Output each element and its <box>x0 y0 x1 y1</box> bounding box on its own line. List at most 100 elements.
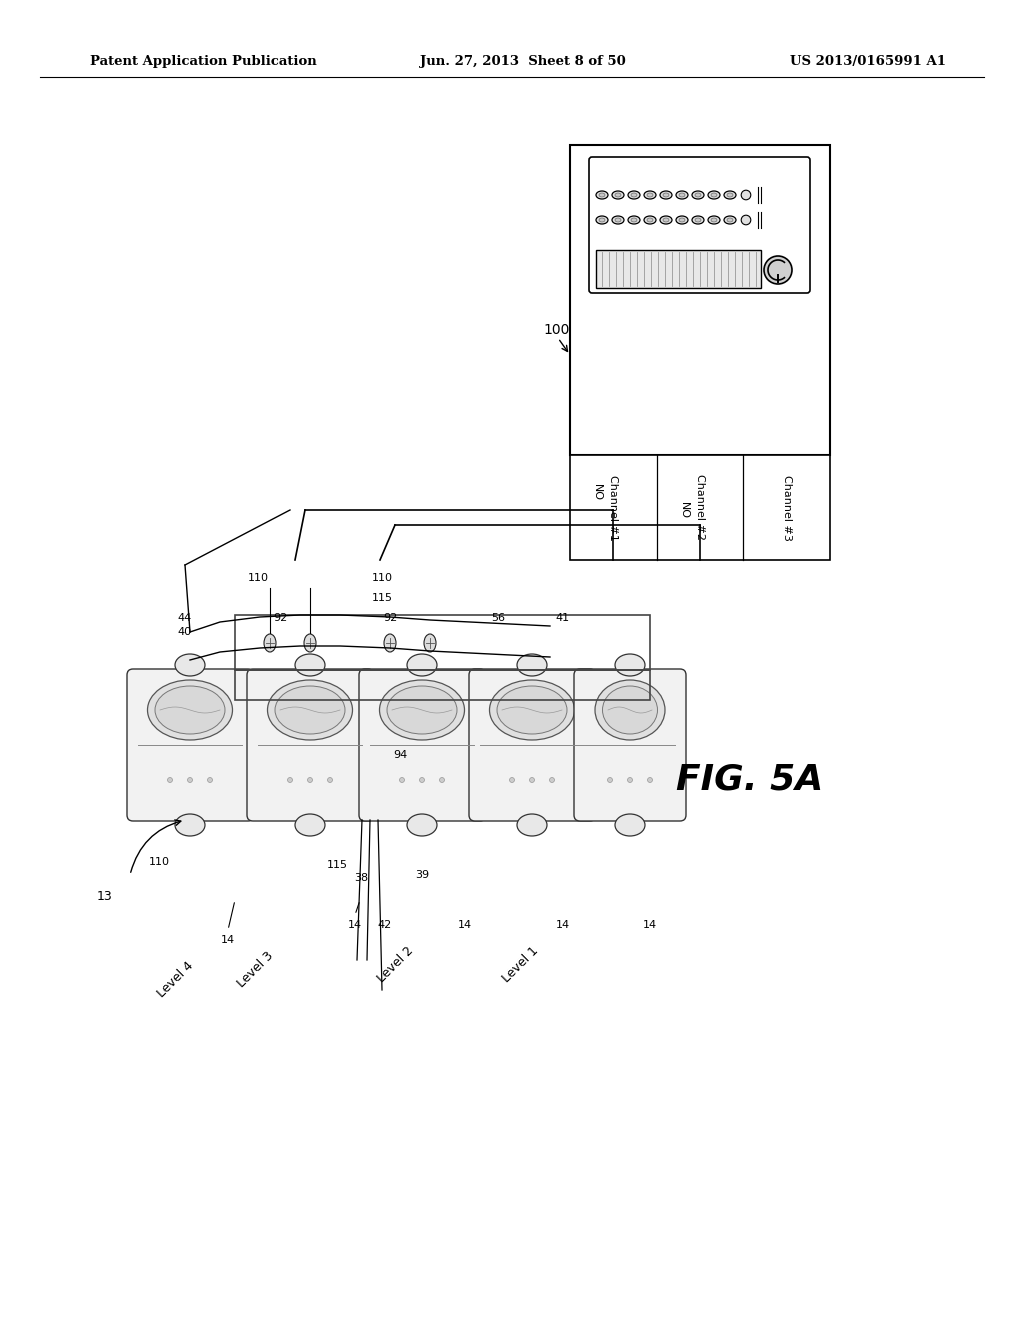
Circle shape <box>764 256 792 284</box>
Ellipse shape <box>596 191 608 199</box>
Text: Jun. 27, 2013  Sheet 8 of 50: Jun. 27, 2013 Sheet 8 of 50 <box>420 55 626 69</box>
Circle shape <box>628 777 633 783</box>
Ellipse shape <box>676 191 688 199</box>
Ellipse shape <box>628 216 640 224</box>
Text: 13: 13 <box>97 890 113 903</box>
Ellipse shape <box>612 216 624 224</box>
Ellipse shape <box>660 191 672 199</box>
FancyBboxPatch shape <box>574 669 686 821</box>
Bar <box>234 671 650 700</box>
Ellipse shape <box>380 680 465 741</box>
Ellipse shape <box>175 814 205 836</box>
Ellipse shape <box>595 680 665 741</box>
Text: Level 3: Level 3 <box>234 949 276 990</box>
Ellipse shape <box>497 686 567 734</box>
Ellipse shape <box>599 218 605 222</box>
Ellipse shape <box>692 216 705 224</box>
Ellipse shape <box>602 686 657 734</box>
Ellipse shape <box>663 193 669 197</box>
Bar <box>570 145 830 455</box>
Ellipse shape <box>679 193 685 197</box>
FancyBboxPatch shape <box>127 669 254 821</box>
Text: Channel #1: Channel #1 <box>608 475 618 540</box>
Text: 14: 14 <box>556 920 570 931</box>
Text: 40: 40 <box>178 627 193 638</box>
Ellipse shape <box>615 218 621 222</box>
Text: 39: 39 <box>415 870 429 880</box>
Circle shape <box>741 190 751 199</box>
Ellipse shape <box>708 191 720 199</box>
Ellipse shape <box>267 680 352 741</box>
Ellipse shape <box>175 653 205 676</box>
Text: ON: ON <box>596 482 606 499</box>
Text: 110: 110 <box>248 573 268 583</box>
Ellipse shape <box>631 218 637 222</box>
Ellipse shape <box>615 653 645 676</box>
Ellipse shape <box>599 193 605 197</box>
FancyBboxPatch shape <box>359 669 486 821</box>
Ellipse shape <box>724 216 736 224</box>
Ellipse shape <box>407 814 437 836</box>
Ellipse shape <box>295 653 325 676</box>
Circle shape <box>328 777 333 783</box>
Text: 41: 41 <box>555 612 569 623</box>
Bar <box>570 455 830 560</box>
Ellipse shape <box>663 218 669 222</box>
Ellipse shape <box>692 191 705 199</box>
Ellipse shape <box>644 191 656 199</box>
Text: 14: 14 <box>458 920 472 931</box>
Ellipse shape <box>387 686 457 734</box>
Ellipse shape <box>615 193 621 197</box>
Text: 115: 115 <box>372 593 392 603</box>
Ellipse shape <box>384 634 396 652</box>
Ellipse shape <box>660 216 672 224</box>
FancyBboxPatch shape <box>589 157 810 293</box>
Circle shape <box>529 777 535 783</box>
Ellipse shape <box>304 634 316 652</box>
Ellipse shape <box>695 218 701 222</box>
Ellipse shape <box>596 216 608 224</box>
Ellipse shape <box>407 653 437 676</box>
Text: ON: ON <box>683 499 693 516</box>
Ellipse shape <box>628 191 640 199</box>
Circle shape <box>168 777 172 783</box>
Ellipse shape <box>295 814 325 836</box>
Text: 94: 94 <box>393 750 408 760</box>
Circle shape <box>607 777 612 783</box>
Circle shape <box>647 777 652 783</box>
Text: Patent Application Publication: Patent Application Publication <box>90 55 316 69</box>
Bar <box>234 615 650 671</box>
FancyBboxPatch shape <box>247 669 374 821</box>
Circle shape <box>420 777 425 783</box>
Ellipse shape <box>708 216 720 224</box>
Text: 56: 56 <box>490 612 505 623</box>
Text: FIG. 5A: FIG. 5A <box>677 763 823 797</box>
Circle shape <box>550 777 555 783</box>
Text: 14: 14 <box>221 935 236 945</box>
Ellipse shape <box>612 191 624 199</box>
Text: 100: 100 <box>543 323 569 337</box>
Ellipse shape <box>615 814 645 836</box>
Ellipse shape <box>676 216 688 224</box>
Circle shape <box>288 777 293 783</box>
Bar <box>596 249 761 288</box>
Text: 92: 92 <box>272 612 287 623</box>
Ellipse shape <box>517 814 547 836</box>
Ellipse shape <box>647 193 653 197</box>
Ellipse shape <box>724 191 736 199</box>
Text: 115: 115 <box>327 861 348 870</box>
Ellipse shape <box>264 634 276 652</box>
Circle shape <box>510 777 514 783</box>
Text: Level 1: Level 1 <box>500 945 541 986</box>
Circle shape <box>187 777 193 783</box>
Text: 92: 92 <box>383 612 397 623</box>
Ellipse shape <box>727 193 733 197</box>
Ellipse shape <box>147 680 232 741</box>
FancyBboxPatch shape <box>469 669 596 821</box>
Text: Level 4: Level 4 <box>155 960 196 1001</box>
Ellipse shape <box>695 193 701 197</box>
Circle shape <box>741 215 751 224</box>
Circle shape <box>439 777 444 783</box>
Text: 14: 14 <box>643 920 657 931</box>
Ellipse shape <box>517 653 547 676</box>
